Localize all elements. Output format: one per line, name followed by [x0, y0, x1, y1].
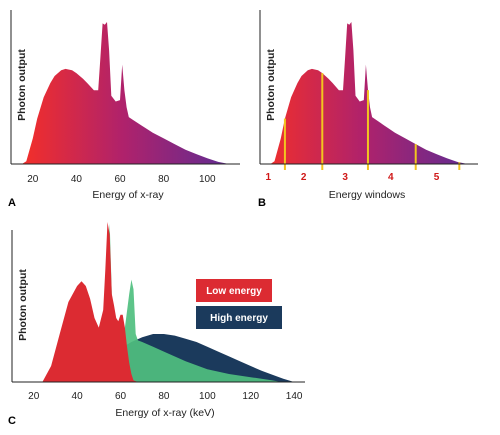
x-axis-label-a: Energy of x-ray	[92, 189, 164, 201]
spectrum-area-b	[270, 22, 468, 164]
x-axis-label-b: Energy windows	[329, 189, 405, 201]
series-area	[42, 222, 138, 382]
legend-low-energy-label: Low energy	[206, 286, 262, 297]
panel-label-c: C	[8, 415, 16, 427]
x-tick-label-a: 100	[199, 174, 216, 185]
x-tick-label-c: 80	[158, 391, 170, 402]
x-tick-label-c: 20	[28, 391, 40, 402]
legend-high-energy-label: High energy	[210, 313, 268, 324]
x-tick-label-c: 120	[242, 391, 259, 402]
window-label: 5	[434, 172, 440, 183]
x-ticks-a: 20 40 60 80 100	[27, 174, 216, 185]
x-tick-label-c: 40	[72, 391, 84, 402]
x-tick-label-a: 80	[158, 174, 170, 185]
spectrum-areas-c	[42, 222, 295, 382]
series-area	[94, 223, 282, 382]
energy-window-labels: 1 2 3 4 5	[266, 172, 440, 183]
window-label: 4	[388, 172, 394, 183]
x-tick-label-c: 100	[199, 391, 216, 402]
x-tick-label-a: 20	[27, 174, 39, 185]
panel-label-b: B	[258, 197, 266, 209]
y-axis-label-b: Photon output	[265, 49, 277, 121]
x-tick-label-c: 140	[286, 391, 303, 402]
panel-c: 20 40 60 80 100 120 140 Photon output Energy o…	[8, 222, 305, 427]
window-label: 3	[342, 172, 348, 183]
legend-low-energy-swatch	[196, 279, 272, 302]
x-axis-label-c: Energy of x-ray (keV)	[115, 407, 214, 419]
x-ticks-c: 20 40 60 80 100 120 140	[28, 391, 303, 402]
energy-window-boundaries	[283, 73, 461, 170]
panel-label-a: A	[8, 197, 16, 209]
legend-high-energy-swatch	[196, 306, 282, 329]
x-tick-label-c: 60	[115, 391, 127, 402]
x-tick-label-a: 60	[114, 174, 126, 185]
window-label: 2	[301, 172, 307, 183]
window-label: 1	[266, 172, 272, 183]
panel-b: 1 2 3 4 5 Photon output Energy windows B	[258, 10, 478, 209]
y-axis-label-c: Photon output	[17, 269, 29, 341]
panel-a: 20 40 60 80 100 Photon output Energy of x-ra…	[8, 10, 240, 209]
y-axis-label-a: Photon output	[16, 49, 28, 121]
x-tick-label-a: 40	[71, 174, 83, 185]
spectrum-area-a	[21, 22, 230, 164]
legend: Low energy High energy	[196, 279, 282, 329]
